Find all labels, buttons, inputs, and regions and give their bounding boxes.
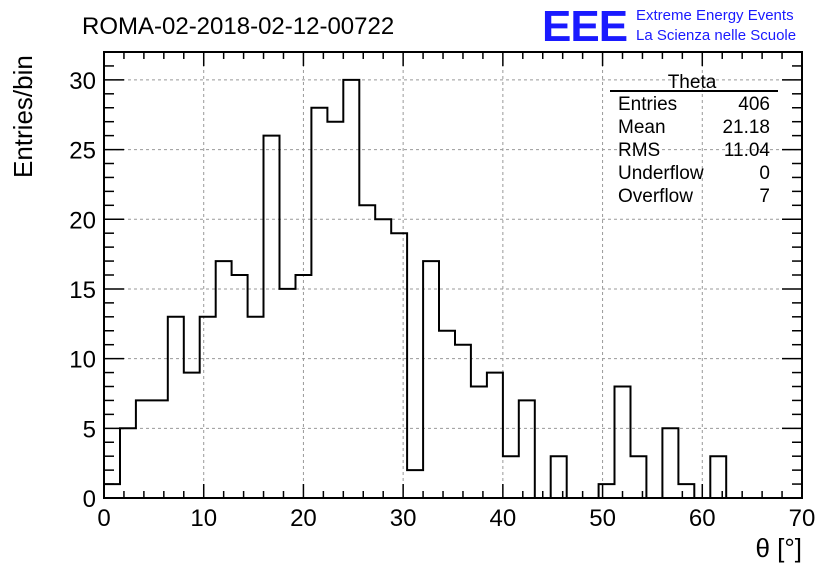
chart-title: ROMA-02-2018-02-12-00722 (82, 13, 394, 40)
eee-logo-line2: La Scienza nelle Scuole (636, 27, 796, 44)
x-tick-label: 10 (190, 505, 217, 532)
eee-logo-mark: EEE (542, 2, 627, 51)
stats-label: Entries (618, 94, 677, 115)
stats-value: 406 (738, 94, 770, 115)
x-tick-label: 40 (490, 505, 517, 532)
stats-value: 11.04 (724, 140, 771, 161)
stats-label: Overflow (618, 186, 693, 207)
stats-row: Mean 21.18 (618, 117, 770, 138)
y-axis-label: Entries/bin (8, 55, 38, 178)
x-axis-label: θ [°] (755, 533, 802, 563)
eee-logo-line1: Extreme Energy Events (636, 7, 794, 24)
stats-title: Theta (668, 72, 717, 93)
y-tick-label: 25 (69, 138, 96, 165)
y-tick-label: 10 (69, 347, 96, 374)
stats-row: Entries 406 (618, 94, 770, 115)
x-tick-label: 30 (390, 505, 417, 532)
x-tick-label: 60 (689, 505, 716, 532)
y-tick-label: 30 (69, 68, 96, 95)
y-tick-label: 20 (69, 207, 96, 234)
stats-label: Mean (618, 117, 666, 138)
stats-value: 7 (759, 186, 770, 207)
eee-logo: EEE Extreme Energy Events La Scienza nel… (542, 2, 796, 51)
x-tick-label: 50 (589, 505, 616, 532)
stats-value: 0 (759, 163, 770, 184)
x-tick-label: 0 (97, 505, 110, 532)
histogram-series (103, 78, 802, 499)
grid (104, 52, 802, 498)
y-tick-label: 15 (69, 277, 96, 304)
stats-label: Underflow (618, 163, 704, 184)
y-tick-label: 0 (83, 486, 96, 513)
stats-row: RMS 11.04 (618, 140, 770, 161)
x-tick-label: 70 (789, 505, 816, 532)
y-tick-label: 5 (83, 416, 96, 443)
stats-value: 21.18 (722, 117, 770, 138)
x-tick-label: 20 (290, 505, 317, 532)
stats-row: Overflow 7 (618, 186, 770, 207)
stats-label: RMS (618, 140, 660, 161)
stats-row: Underflow 0 (618, 163, 770, 184)
plot-frame (103, 51, 803, 499)
